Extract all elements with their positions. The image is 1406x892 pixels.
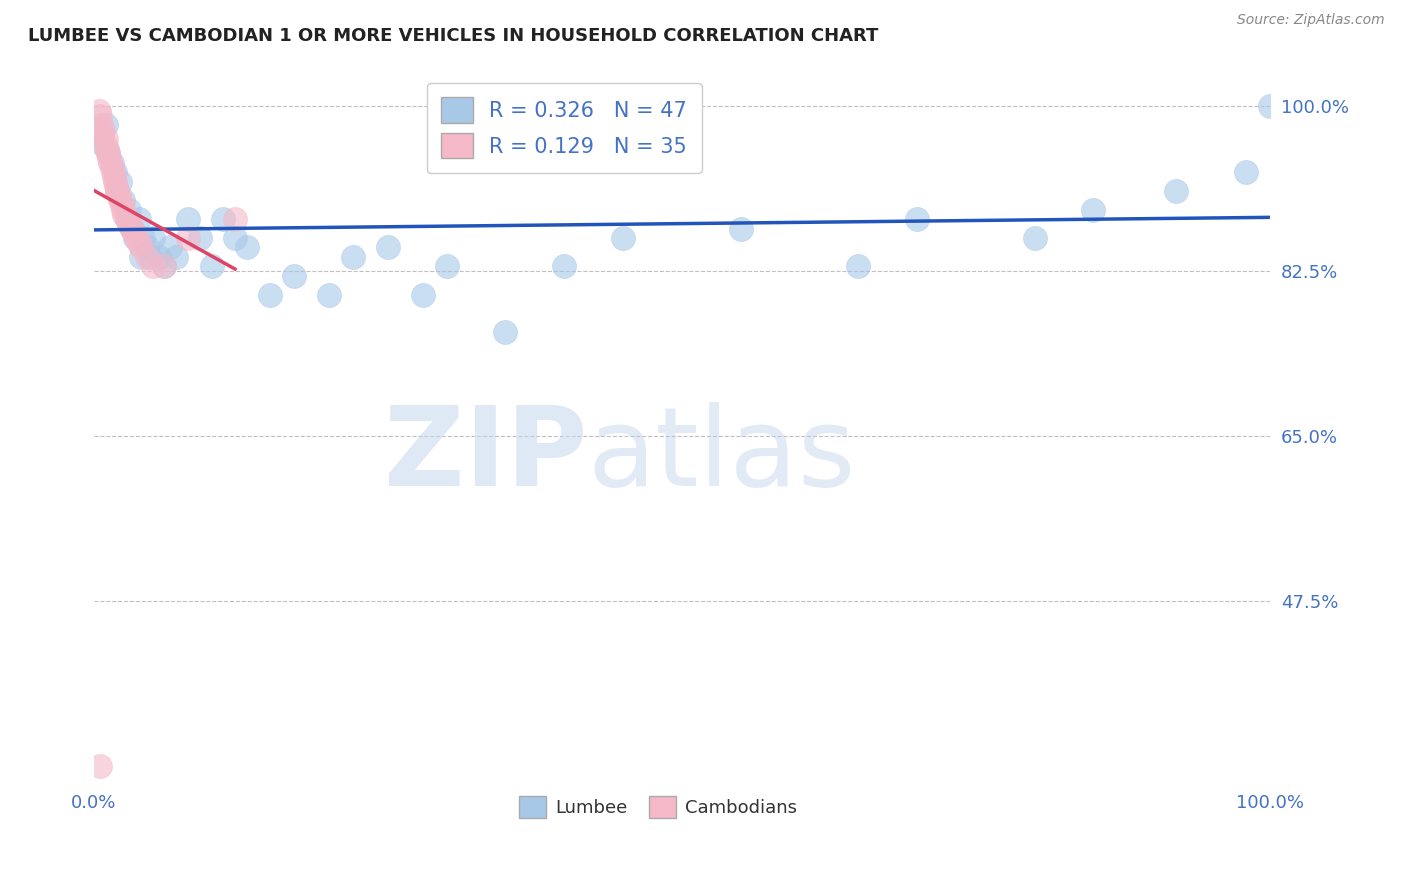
Point — [118, 217, 141, 231]
Point — [142, 231, 165, 245]
Text: Source: ZipAtlas.com: Source: ZipAtlas.com — [1237, 13, 1385, 28]
Point — [105, 179, 128, 194]
Point — [1258, 99, 1281, 113]
Point — [94, 132, 117, 146]
Point — [94, 118, 117, 132]
Point — [224, 231, 246, 245]
Point — [129, 250, 152, 264]
Point — [101, 165, 124, 179]
Point — [107, 188, 129, 202]
Point — [132, 231, 155, 245]
Point — [135, 250, 157, 264]
Point — [115, 212, 138, 227]
Point — [96, 142, 118, 156]
Point — [165, 250, 187, 264]
Point — [97, 146, 120, 161]
Text: ZIP: ZIP — [384, 401, 588, 508]
Point — [107, 184, 129, 198]
Point — [1083, 202, 1105, 217]
Point — [107, 184, 129, 198]
Point — [412, 287, 434, 301]
Point — [1164, 184, 1187, 198]
Point — [100, 161, 122, 175]
Point — [283, 268, 305, 283]
Point — [188, 231, 211, 245]
Point — [125, 231, 148, 245]
Point — [98, 151, 121, 165]
Point — [494, 326, 516, 340]
Point — [91, 122, 114, 136]
Point — [112, 194, 135, 208]
Point — [730, 221, 752, 235]
Point — [103, 169, 125, 184]
Point — [91, 128, 114, 142]
Point — [1234, 165, 1257, 179]
Point — [104, 175, 127, 189]
Point — [177, 212, 200, 227]
Point — [104, 165, 127, 179]
Point — [846, 260, 869, 274]
Point — [114, 208, 136, 222]
Point — [112, 202, 135, 217]
Point — [212, 212, 235, 227]
Point — [90, 118, 112, 132]
Point — [89, 109, 111, 123]
Point — [148, 250, 170, 264]
Point — [118, 202, 141, 217]
Point — [259, 287, 281, 301]
Point — [224, 212, 246, 227]
Point — [121, 221, 143, 235]
Point — [200, 260, 222, 274]
Point — [115, 212, 138, 227]
Point — [108, 194, 131, 208]
Point — [128, 212, 150, 227]
Point — [436, 260, 458, 274]
Point — [236, 240, 259, 254]
Point — [87, 103, 110, 118]
Point — [122, 227, 145, 241]
Point — [318, 287, 340, 301]
Point — [153, 260, 176, 274]
Point — [89, 758, 111, 772]
Point — [93, 136, 115, 151]
Legend: Lumbee, Cambodians: Lumbee, Cambodians — [512, 789, 804, 825]
Point — [553, 260, 575, 274]
Point — [139, 250, 162, 264]
Point — [89, 128, 111, 142]
Point — [177, 231, 200, 245]
Point — [612, 231, 634, 245]
Point — [111, 198, 134, 212]
Point — [97, 146, 120, 161]
Point — [377, 240, 399, 254]
Point — [100, 155, 122, 169]
Point — [135, 240, 157, 254]
Text: atlas: atlas — [588, 401, 856, 508]
Point — [100, 155, 122, 169]
Point — [905, 212, 928, 227]
Text: LUMBEE VS CAMBODIAN 1 OR MORE VEHICLES IN HOUSEHOLD CORRELATION CHART: LUMBEE VS CAMBODIAN 1 OR MORE VEHICLES I… — [28, 27, 879, 45]
Point — [142, 260, 165, 274]
Point — [129, 240, 152, 254]
Point — [1024, 231, 1046, 245]
Point — [128, 235, 150, 250]
Point — [91, 136, 114, 151]
Point — [342, 250, 364, 264]
Point — [121, 221, 143, 235]
Point — [108, 175, 131, 189]
Point — [153, 260, 176, 274]
Point — [159, 240, 181, 254]
Point — [124, 231, 146, 245]
